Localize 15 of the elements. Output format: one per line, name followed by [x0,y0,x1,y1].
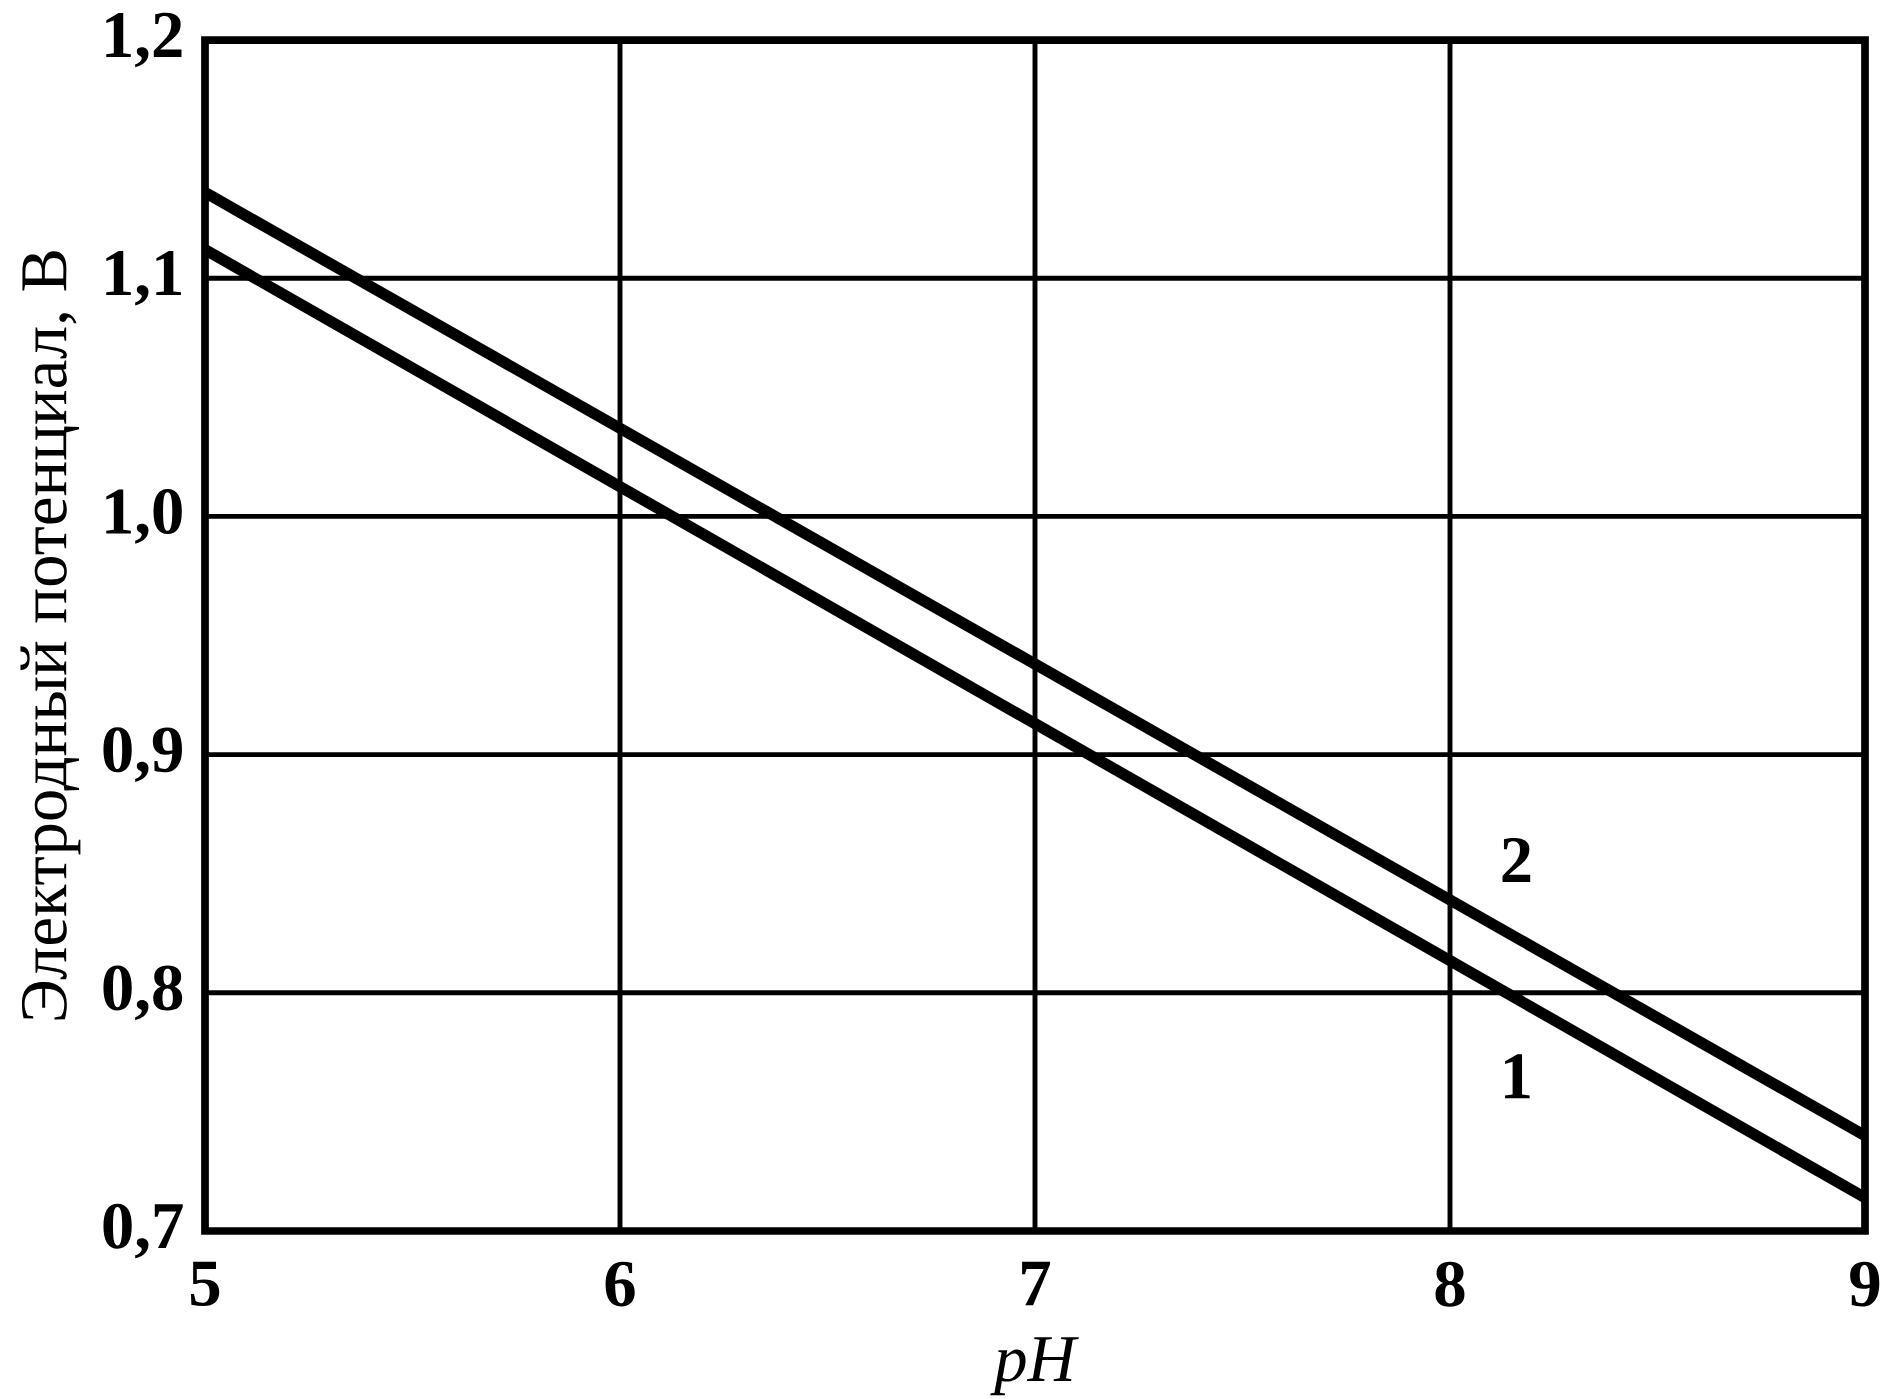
y-tick-label: 0,8 [103,965,183,1021]
series-label: 2 [1502,837,1531,883]
series-label: 1 [1505,1054,1530,1099]
x-tick-label: 9 [1850,1261,1880,1307]
y-tick-label: 1,2 [106,12,182,68]
y-axis-title: Электродный потенциал, В [20,251,81,1020]
y-tick-label: 1,1 [106,251,181,306]
y-tick-label: 0,7 [103,1203,183,1259]
x-tick-label: 8 [1435,1261,1465,1307]
y-tick-label: 1,0 [106,489,182,544]
y-tick-label: 0,9 [103,727,182,782]
x-axis-title: pH [990,1337,1079,1396]
x-tick-label: 5 [190,1261,220,1306]
x-tick-label: 7 [1022,1261,1051,1306]
x-tick-label: 6 [605,1261,635,1307]
